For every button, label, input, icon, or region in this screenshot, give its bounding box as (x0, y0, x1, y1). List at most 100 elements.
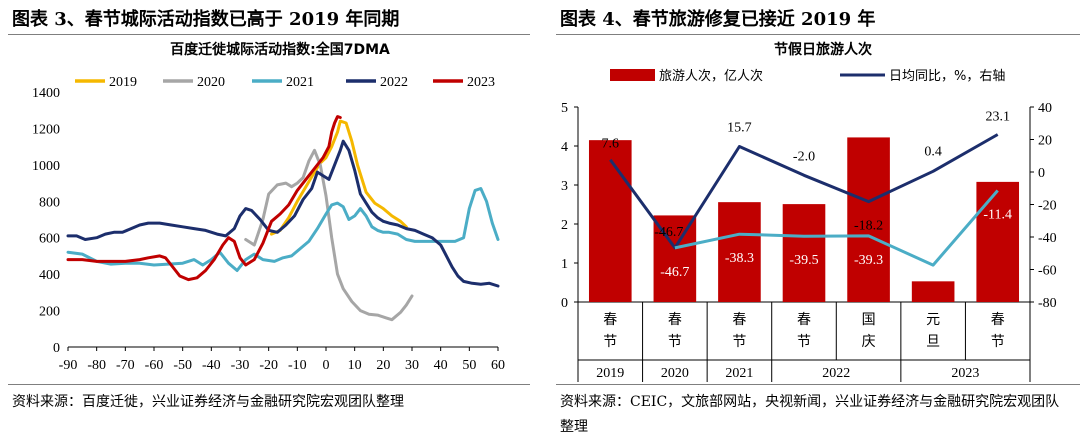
legend-label-2022: 2022 (380, 75, 408, 90)
year-label-2022: 2022 (822, 366, 850, 381)
bar-3 (782, 204, 826, 302)
left-tick-label: 5 (561, 101, 568, 116)
y-tick-label: 0 (53, 341, 60, 356)
series-line-2019 (270, 119, 408, 236)
x-tick-label: 0 (323, 358, 330, 373)
y-tick-label: 1000 (32, 159, 60, 174)
x-tick-label: -50 (173, 358, 192, 373)
x-tick-label: 10 (348, 358, 362, 373)
year-label-2023: 2023 (951, 366, 979, 381)
x-tick-label: -20 (259, 358, 278, 373)
holiday-travel-chart: 节假日旅游人次 旅游人次，亿人次 日均同比，%，右轴 0 1 2 3 4 5 -80 -60 -4… (561, 41, 1057, 382)
year-label-2021: 2021 (725, 366, 753, 381)
teal-label-6: -11.4 (983, 208, 1012, 223)
bar-4 (847, 137, 890, 302)
legend-label-2023: 2023 (467, 75, 495, 90)
yoy-label-3: -2.0 (793, 149, 815, 164)
yoy-label-4: -18.2 (854, 219, 883, 234)
right-tick-label: -40 (1038, 231, 1057, 246)
chart-title: 节假日旅游人次 (774, 41, 872, 58)
right-tick-label: 40 (1038, 101, 1052, 116)
source-note: 资料来源：百度迁徙，兴业证券经济与金融研究院宏观团队整理 (12, 394, 404, 410)
category-label-char: 节 (797, 334, 811, 350)
year-label-2019: 2019 (596, 366, 624, 381)
y-tick-label: 200 (39, 305, 60, 320)
x-tick-label: -40 (202, 358, 221, 373)
bar-6 (976, 181, 1020, 302)
right-tick-label: -80 (1038, 296, 1057, 311)
yoy-label-0: 7.6 (602, 137, 620, 152)
y-tick-label: 1400 (32, 86, 60, 101)
x-tick-label: -80 (87, 358, 106, 373)
title-rule (8, 34, 530, 35)
legend-label-2021: 2021 (286, 75, 314, 90)
figure-3-title: 图表 3、春节城际活动指数已高于 2019 年同期 (12, 9, 400, 30)
x-tick-label: -90 (59, 358, 78, 373)
teal-label-5: -57. (922, 268, 944, 283)
teal-label-3: -39.5 (789, 253, 818, 268)
source-note: 资料来源：CEIC，文旅部网站，央视新闻，兴业证券经济与金融研究院宏观团队整理 (560, 394, 1060, 435)
legend-label-line: 日均同比，%，右轴 (889, 69, 1005, 84)
x-tick-label: -60 (145, 358, 164, 373)
category-label-char: 国 (862, 312, 876, 328)
title-rule (556, 34, 1080, 35)
right-tick-label: 20 (1038, 134, 1052, 149)
intercity-activity-chart: 百度迁徙城际活动指数:全国7DMA 0200400600800100012001… (32, 41, 505, 373)
bar-5 (911, 281, 955, 302)
y-tick-label: 800 (39, 195, 60, 210)
category-label-char: 春 (991, 312, 1005, 328)
source-rule (556, 384, 1080, 385)
series-line-2023 (66, 115, 342, 282)
category-label-char: 春 (797, 312, 811, 328)
series-line-2020 (244, 148, 414, 322)
y-tick-label: 1200 (32, 122, 60, 137)
x-tick-label: 50 (462, 358, 476, 373)
x-tick-label: -30 (231, 358, 250, 373)
year-label-2020: 2020 (661, 366, 689, 381)
y-tick-label: 600 (39, 232, 60, 247)
category-label-char: 节 (603, 334, 617, 350)
category-label-char: 节 (732, 334, 746, 350)
teal-label-1: -46.7 (660, 265, 689, 280)
x-tick-label: -70 (116, 358, 135, 373)
legend-swatch-bar (610, 69, 655, 81)
yoy-label-1: -46.7 (654, 225, 683, 240)
left-tick-label: 4 (561, 140, 568, 155)
teal-label-4: -39.3 (854, 253, 883, 268)
x-tick-label: 60 (491, 358, 505, 373)
legend-label-bar: 旅游人次，亿人次 (659, 68, 763, 84)
category-label-char: 旦 (926, 334, 940, 350)
x-tick-label: 30 (405, 358, 419, 373)
bar-0 (588, 140, 632, 302)
left-tick-label: 1 (561, 257, 568, 272)
right-figure: 图表 4、春节旅游修复已接近 2019 年 节假日旅游人次 旅游人次，亿人次 日均… (548, 0, 1080, 444)
legend-label-2019: 2019 (109, 75, 137, 90)
yoy-label-6: 23.1 (985, 109, 1010, 124)
left-tick-label: 0 (561, 296, 568, 311)
left-tick-label: 3 (561, 179, 568, 194)
yoy-line-1 (674, 189, 999, 267)
category-label-char: 节 (668, 334, 682, 350)
figure-4-title: 图表 4、春节旅游修复已接近 2019 年 (560, 9, 876, 30)
series-line-2022 (66, 139, 500, 288)
chart-title: 百度迁徙城际活动指数:全国7DMA (170, 41, 390, 58)
category-label-char: 春 (732, 312, 746, 328)
legend-label-2020: 2020 (197, 75, 225, 90)
category-label-char: 节 (991, 334, 1005, 350)
category-label-char: 春 (668, 312, 682, 328)
category-label-char: 庆 (862, 334, 876, 350)
series-line-2021 (66, 187, 500, 272)
category-label-char: 春 (603, 312, 617, 328)
x-tick-label: -10 (288, 358, 307, 373)
category-label-char: 元 (926, 312, 940, 328)
x-tick-label: 40 (434, 358, 448, 373)
right-tick-label: 0 (1038, 166, 1045, 181)
source-rule (8, 384, 530, 385)
right-tick-label: -20 (1038, 199, 1057, 214)
bar-2 (718, 202, 761, 302)
right-tick-label: -60 (1038, 264, 1057, 279)
x-tick-label: 20 (376, 358, 390, 373)
yoy-label-5: 0.4 (924, 144, 942, 159)
left-figure: 图表 3、春节城际活动指数已高于 2019 年同期 百度迁徙城际活动指数:全国7… (0, 0, 530, 444)
yoy-label-2: 15.7 (727, 120, 752, 135)
